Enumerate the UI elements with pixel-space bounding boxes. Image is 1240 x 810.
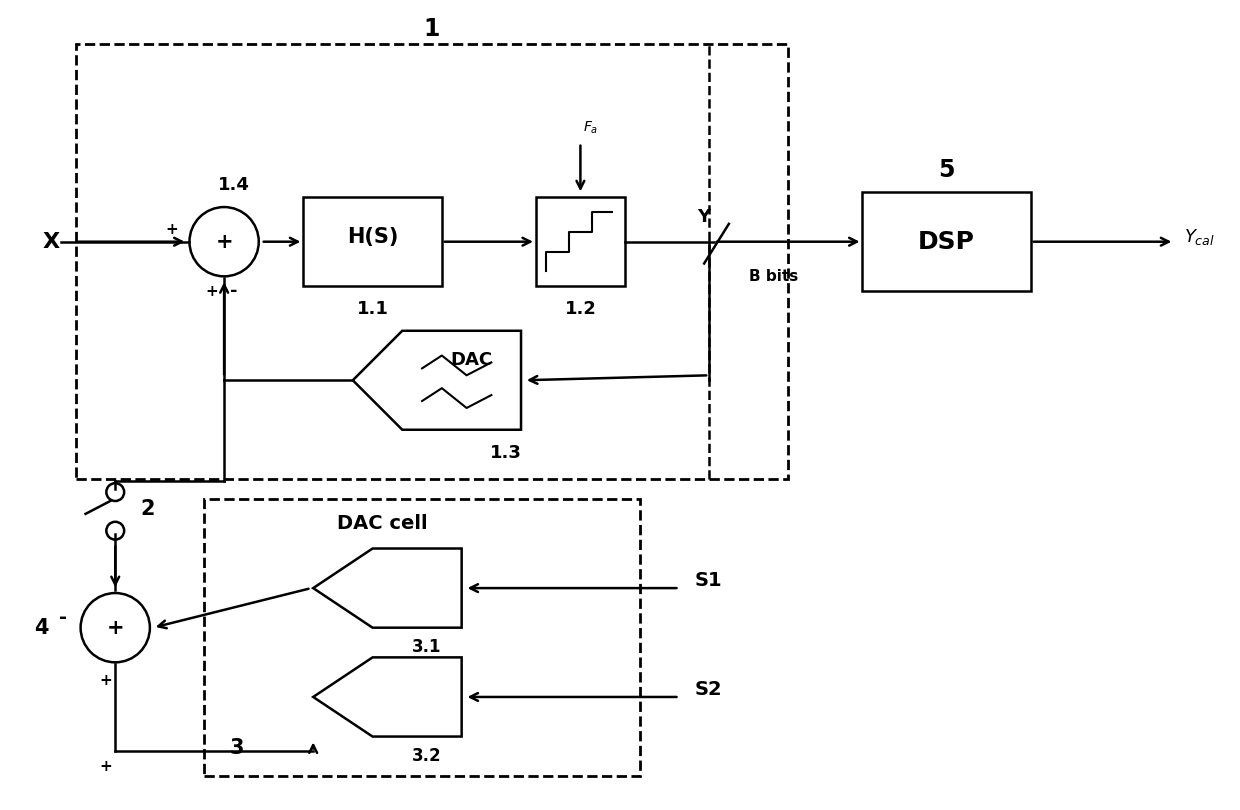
Text: Y: Y [698,208,711,226]
Bar [304,197,441,286]
Text: 1.4: 1.4 [218,177,250,194]
Text: DAC cell: DAC cell [337,514,428,533]
Text: X: X [42,232,60,252]
Polygon shape [352,330,521,430]
Text: 1.3: 1.3 [490,444,522,462]
Text: 5: 5 [939,159,955,182]
Bar [76,44,789,480]
Text: +: + [216,232,233,252]
Text: $F_a$: $F_a$ [583,120,598,136]
Text: $Y_{cal}$: $Y_{cal}$ [1184,227,1215,247]
Polygon shape [314,548,461,628]
Text: S2: S2 [694,680,722,698]
Text: 3.1: 3.1 [412,638,441,656]
Text: 1.1: 1.1 [357,300,388,318]
Text: B bits: B bits [749,269,797,284]
Text: H(S): H(S) [347,227,398,247]
Text: S1: S1 [694,571,722,590]
Text: +: + [99,672,112,688]
Text: 1.2: 1.2 [564,300,596,318]
Text: +: + [206,284,218,299]
Text: -: - [231,282,238,301]
Text: +: + [165,222,179,237]
Polygon shape [314,658,461,736]
Text: +: + [107,618,124,637]
Text: 1: 1 [424,17,440,41]
Text: DSP: DSP [918,230,975,254]
Text: 3.2: 3.2 [412,748,441,765]
Text: 3: 3 [229,739,243,758]
Bar [863,192,1030,291]
Bar [205,499,640,776]
Text: -: - [58,608,67,627]
Text: +: + [99,759,112,774]
Text: 2: 2 [140,499,155,519]
Bar [536,197,625,286]
Text: DAC: DAC [450,352,492,369]
Text: 4: 4 [33,618,48,637]
